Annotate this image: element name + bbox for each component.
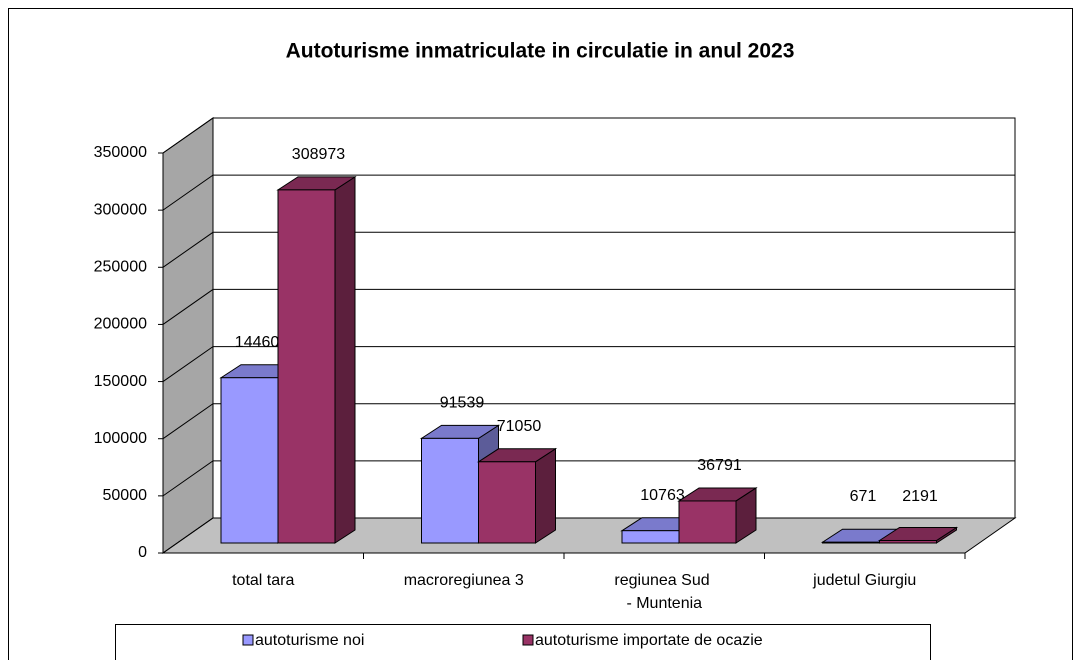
grid-line (162, 346, 1015, 382)
grid-line (162, 403, 1015, 440)
chart-title: Autoturisme inmatriculate in circulatie … (286, 40, 795, 63)
bar (478, 461, 536, 544)
grid-line (162, 117, 1015, 154)
bar (678, 500, 737, 544)
grid-line (162, 174, 1015, 211)
data-label: 2191 (902, 488, 938, 505)
x-tick-label: judetul Giurgiu (812, 572, 916, 589)
data-label: 71050 (497, 418, 542, 435)
legend-label: autoturisme importate de ocazie (535, 632, 763, 649)
y-tick-label: 300000 (94, 201, 147, 218)
y-tick-label: 200000 (94, 316, 147, 333)
data-label: 10763 (640, 487, 685, 504)
grid-line (162, 231, 1015, 268)
y-tick-label: 350000 (94, 144, 147, 161)
legend-swatch (522, 634, 534, 646)
y-tick-label: 100000 (94, 430, 147, 447)
legend-swatch (242, 634, 254, 646)
bar (621, 530, 680, 544)
y-tick-label: 250000 (94, 259, 147, 276)
bar (879, 539, 937, 544)
data-label: 36791 (697, 457, 742, 474)
data-label: 91539 (440, 395, 485, 412)
bar (421, 437, 479, 544)
side-wall (162, 117, 214, 554)
x-tick-label: total tara (232, 572, 294, 589)
x-tick-label: regiunea Sud - Muntenia (614, 572, 714, 612)
x-tick-label: macroregiunea 3 (404, 572, 524, 589)
bar (822, 541, 880, 544)
grid-line (162, 460, 1015, 497)
bar (220, 377, 279, 544)
bar (277, 189, 336, 544)
data-label: 308973 (292, 146, 345, 163)
bar-side (334, 175, 356, 544)
data-label: 671 (850, 488, 877, 505)
y-tick-label: 50000 (103, 487, 148, 504)
y-tick-label: 0 (138, 544, 147, 561)
grid-line (162, 288, 1015, 325)
data-label: 144609 (235, 334, 288, 351)
legend-label: autoturisme noi (255, 632, 364, 649)
bar-side (535, 447, 556, 544)
y-tick-label: 150000 (94, 373, 147, 390)
